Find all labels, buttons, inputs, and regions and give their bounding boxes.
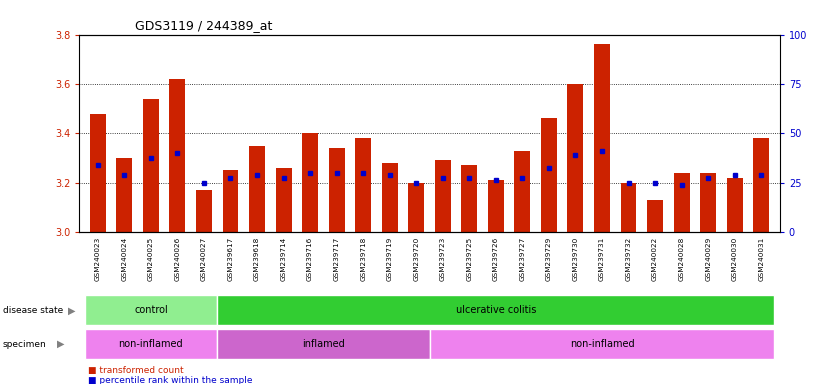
Bar — [249, 146, 265, 232]
Bar — [567, 84, 584, 232]
Bar — [117, 158, 133, 232]
Bar — [701, 173, 716, 232]
Bar — [647, 200, 663, 232]
Bar — [275, 168, 292, 232]
Bar — [620, 182, 636, 232]
Text: ▶: ▶ — [68, 305, 76, 315]
Text: GSM240022: GSM240022 — [652, 237, 658, 281]
Text: GSM239719: GSM239719 — [387, 237, 393, 281]
Text: non-inflamed: non-inflamed — [570, 339, 635, 349]
Text: GSM239727: GSM239727 — [520, 237, 525, 281]
Bar — [223, 170, 239, 232]
Text: GSM240028: GSM240028 — [679, 237, 685, 281]
Text: GSM239729: GSM239729 — [546, 237, 552, 281]
Bar — [430, 329, 775, 359]
Bar — [217, 329, 430, 359]
Text: GSM239717: GSM239717 — [334, 237, 339, 281]
Bar — [143, 99, 158, 232]
Text: GSM239723: GSM239723 — [440, 237, 446, 281]
Text: GSM239725: GSM239725 — [466, 237, 472, 281]
Bar — [169, 79, 185, 232]
Bar — [90, 114, 106, 232]
Text: GSM239716: GSM239716 — [307, 237, 313, 281]
Text: GSM240024: GSM240024 — [121, 237, 128, 281]
Text: ■ percentile rank within the sample: ■ percentile rank within the sample — [88, 376, 252, 384]
Bar — [329, 148, 344, 232]
Text: GSM240030: GSM240030 — [731, 237, 738, 281]
Text: GSM239617: GSM239617 — [228, 237, 234, 281]
Text: ulcerative colitis: ulcerative colitis — [455, 305, 536, 315]
Text: GSM240027: GSM240027 — [201, 237, 207, 281]
Bar — [488, 180, 504, 232]
Text: GSM239732: GSM239732 — [626, 237, 631, 281]
Bar — [753, 138, 769, 232]
Bar — [382, 163, 398, 232]
Bar — [594, 45, 610, 232]
Text: GSM239720: GSM239720 — [413, 237, 420, 281]
Text: GSM240029: GSM240029 — [705, 237, 711, 281]
Bar — [409, 182, 425, 232]
Text: GSM239618: GSM239618 — [254, 237, 260, 281]
Bar — [674, 173, 690, 232]
Text: GSM240023: GSM240023 — [95, 237, 101, 281]
Text: control: control — [134, 305, 168, 315]
Text: non-inflamed: non-inflamed — [118, 339, 183, 349]
Text: GSM239731: GSM239731 — [599, 237, 605, 281]
Bar — [217, 295, 775, 326]
Bar — [196, 190, 212, 232]
Text: GSM239714: GSM239714 — [280, 237, 287, 281]
Bar — [461, 166, 477, 232]
Bar — [726, 178, 742, 232]
Text: GSM239730: GSM239730 — [572, 237, 579, 281]
Text: GSM240026: GSM240026 — [174, 237, 180, 281]
Text: disease state: disease state — [3, 306, 63, 315]
Text: ■ transformed count: ■ transformed count — [88, 366, 183, 375]
Text: specimen: specimen — [3, 339, 46, 349]
Bar — [84, 295, 217, 326]
Text: inflamed: inflamed — [302, 339, 344, 349]
Text: GSM240025: GSM240025 — [148, 237, 154, 281]
Bar — [302, 133, 318, 232]
Bar — [435, 161, 450, 232]
Text: ▶: ▶ — [57, 339, 64, 349]
Text: GSM240031: GSM240031 — [758, 237, 764, 281]
Text: GSM239718: GSM239718 — [360, 237, 366, 281]
Bar — [355, 138, 371, 232]
Bar — [541, 118, 557, 232]
Text: GSM239726: GSM239726 — [493, 237, 499, 281]
Bar — [84, 329, 217, 359]
Bar — [515, 151, 530, 232]
Text: GDS3119 / 244389_at: GDS3119 / 244389_at — [135, 19, 273, 32]
